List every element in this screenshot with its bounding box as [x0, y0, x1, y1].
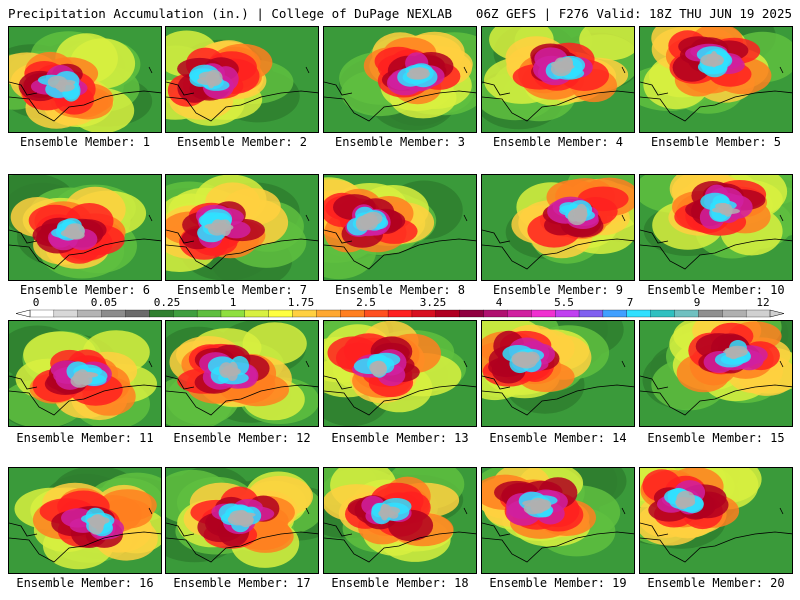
colorbar-swatch — [411, 309, 437, 318]
colorbar-swatch — [626, 309, 652, 318]
colorbar-tick-label: 4 — [495, 296, 503, 309]
colorbar-swatch — [698, 309, 723, 318]
member-map-8 — [323, 174, 477, 281]
colorbar-swatch — [650, 309, 675, 318]
colorbar-tick-label: 2.5 — [356, 296, 376, 309]
colorbar-swatch — [745, 309, 771, 318]
member-label: Ensemble Member: 15 — [647, 431, 785, 445]
colorbar-swatch — [292, 309, 317, 318]
member-label: Ensemble Member: 14 — [489, 431, 627, 445]
member-map-4 — [481, 26, 635, 133]
colorbar-swatch — [29, 309, 55, 318]
colorbar-swatch — [268, 309, 294, 318]
colorbar-swatch — [674, 309, 699, 318]
precip-colorbar — [15, 309, 785, 318]
colorbar-swatch — [77, 309, 103, 318]
colorbar-tick-label: 5.5 — [554, 296, 574, 309]
member-label: Ensemble Member: 6 — [19, 283, 151, 297]
member-label: Ensemble Member: 20 — [647, 576, 785, 590]
member-map-18 — [323, 467, 477, 574]
member-map-3 — [323, 26, 477, 133]
member-label: Ensemble Member: 1 — [19, 135, 151, 149]
colorbar-tick-label: 9 — [693, 296, 701, 309]
member-label: Ensemble Member: 3 — [334, 135, 466, 149]
colorbar-tick-label: 3.25 — [419, 296, 447, 309]
colorbar-swatch — [125, 309, 150, 318]
colorbar-swatch — [459, 309, 484, 318]
member-label: Ensemble Member: 5 — [650, 135, 782, 149]
colorbar-swatch — [435, 309, 461, 318]
member-map-12 — [165, 320, 319, 427]
member-label: Ensemble Member: 19 — [489, 576, 627, 590]
colorbar-tick-label: 7 — [626, 296, 634, 309]
colorbar-swatch — [196, 309, 222, 318]
map-title: Precipitation Accumulation (in.) | Colle… — [8, 6, 453, 21]
colorbar-swatch — [53, 309, 79, 318]
colorbar-swatch — [220, 309, 246, 318]
colorbar-tick-label: 12 — [756, 296, 770, 309]
colorbar-tick-label: 1 — [229, 296, 237, 309]
member-map-15 — [639, 320, 793, 427]
colorbar-min-arrow — [15, 309, 31, 318]
colorbar-swatch — [101, 309, 126, 318]
colorbar-tick-label: 0 — [32, 296, 40, 309]
member-map-9 — [481, 174, 635, 281]
member-map-13 — [323, 320, 477, 427]
member-label: Ensemble Member: 11 — [16, 431, 154, 445]
member-label: Ensemble Member: 8 — [334, 283, 466, 297]
colorbar-tick-label: 0.25 — [153, 296, 181, 309]
member-label: Ensemble Member: 17 — [173, 576, 311, 590]
colorbar-swatch — [316, 309, 341, 318]
colorbar-max-arrow — [769, 309, 785, 318]
member-label: Ensemble Member: 4 — [492, 135, 624, 149]
member-map-16 — [8, 467, 162, 574]
member-label: Ensemble Member: 12 — [173, 431, 311, 445]
member-map-7 — [165, 174, 319, 281]
member-map-10 — [639, 174, 793, 281]
colorbar-swatch — [507, 309, 532, 318]
colorbar-swatch — [602, 309, 628, 318]
colorbar-swatch — [340, 309, 365, 318]
run-valid-time: 06Z GEFS | F276 Valid: 18Z THU JUN 19 20… — [475, 6, 792, 21]
member-map-19 — [481, 467, 635, 574]
colorbar-swatch — [387, 309, 413, 318]
colorbar-swatch — [483, 309, 508, 318]
member-label: Ensemble Member: 13 — [331, 431, 469, 445]
member-map-6 — [8, 174, 162, 281]
member-map-14 — [481, 320, 635, 427]
colorbar-swatch — [722, 309, 747, 318]
member-map-17 — [165, 467, 319, 574]
colorbar-swatch — [244, 309, 270, 318]
colorbar-swatch — [531, 309, 556, 318]
member-map-20 — [639, 467, 793, 574]
member-label: Ensemble Member: 18 — [331, 576, 469, 590]
colorbar-tick-label: 0.05 — [90, 296, 118, 309]
member-label: Ensemble Member: 9 — [492, 283, 624, 297]
colorbar-swatch — [555, 309, 580, 318]
member-map-11 — [8, 320, 162, 427]
colorbar-swatch — [173, 309, 198, 318]
member-label: Ensemble Member: 10 — [647, 283, 785, 297]
member-label: Ensemble Member: 16 — [16, 576, 154, 590]
member-map-1 — [8, 26, 162, 133]
member-label: Ensemble Member: 7 — [176, 283, 308, 297]
member-map-5 — [639, 26, 793, 133]
colorbar-swatch — [149, 309, 174, 318]
colorbar-swatch — [578, 309, 604, 318]
colorbar-swatch — [364, 309, 389, 318]
colorbar-tick-label: 1.75 — [287, 296, 315, 309]
member-map-2 — [165, 26, 319, 133]
member-label: Ensemble Member: 2 — [176, 135, 308, 149]
